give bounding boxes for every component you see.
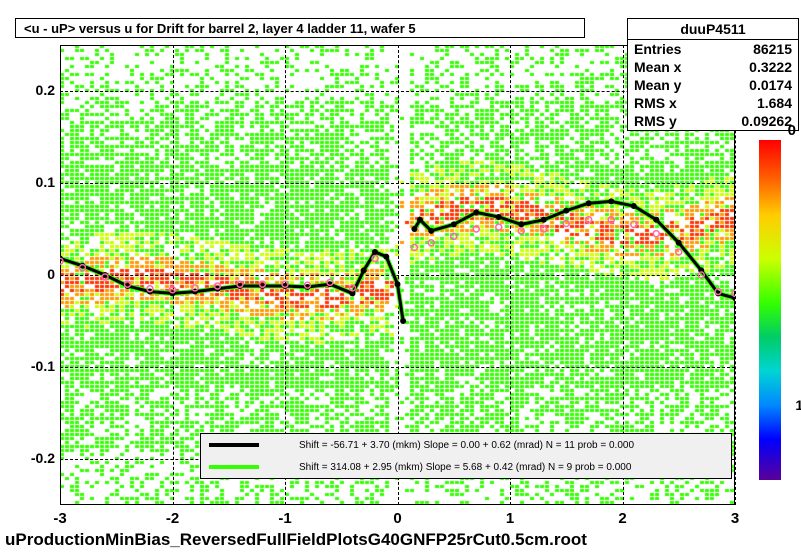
stats-meany: Mean y 0.0174 [628,76,798,94]
stats-box: duuP4511 Entries 86215 Mean x 0.3222 Mea… [627,18,799,131]
ytick-label: -0.2 [15,450,55,466]
xtick-label: 2 [618,510,626,527]
stats-rmsy: RMS y 0.09262 [628,112,798,130]
ytick-label: 0.1 [15,174,55,190]
footer-filename: uProductionMinBias_ReversedFullFieldPlot… [5,530,587,550]
zero-indicator: 0 [788,122,796,139]
legend-swatch-0 [209,443,259,447]
stats-rmsx: RMS x 1.684 [628,94,798,112]
stats-entries: Entries 86215 [628,40,798,58]
stats-meanx: Mean x 0.3222 [628,58,798,76]
plot-title: <u - uP> versus u for Drift for barrel 2… [15,18,585,38]
legend-text-0: Shift = -56.71 + 3.70 (mkm) Slope = 0.00… [299,440,634,451]
legend-row-0: Shift = -56.71 + 3.70 (mkm) Slope = 0.00… [201,434,731,456]
colorbar: 110 [759,140,781,480]
ytick-label: -0.1 [15,358,55,374]
legend-row-1: Shift = 314.08 + 2.95 (mkm) Slope = 5.68… [201,456,731,478]
stats-name: duuP4511 [628,19,798,40]
legend-swatch-1 [209,465,259,469]
colorbar-tick: 10 [795,397,801,413]
xtick-label: 1 [506,510,514,527]
ytick-label: 0 [15,266,55,282]
xtick-label: -1 [278,510,291,527]
xtick-label: -3 [53,510,66,527]
legend-box: Shift = -56.71 + 3.70 (mkm) Slope = 0.00… [200,433,732,479]
xtick-label: -2 [166,510,179,527]
xtick-label: 3 [731,510,739,527]
xtick-label: 0 [393,510,401,527]
legend-text-1: Shift = 314.08 + 2.95 (mkm) Slope = 5.68… [299,462,631,473]
ytick-label: 0.2 [15,82,55,98]
